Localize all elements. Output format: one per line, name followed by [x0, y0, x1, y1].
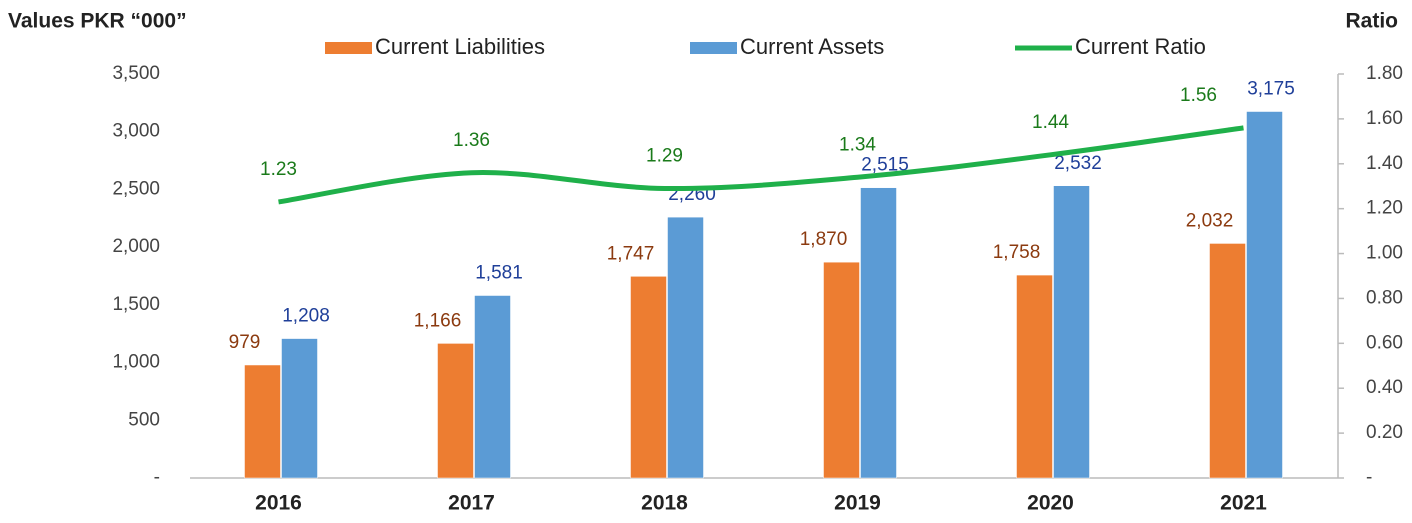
x-tick-label: 2016 [255, 492, 302, 515]
legend-swatch [690, 42, 737, 54]
line-value-label: 1.29 [646, 145, 683, 166]
bar [667, 216, 704, 479]
y2-tick-label: - [1366, 467, 1372, 488]
bar-value-label: 1,166 [414, 310, 462, 331]
line-value-label: 1.56 [1180, 85, 1217, 106]
bar [437, 343, 474, 479]
y2-tick-label: 0.80 [1366, 287, 1403, 308]
x-tick-label: 2020 [1027, 492, 1074, 515]
y-tick-label: 1,500 [112, 294, 160, 315]
bar-value-label: 2,532 [1054, 153, 1102, 174]
bar [1053, 185, 1090, 479]
bar [281, 338, 318, 479]
bar [860, 187, 897, 479]
x-tick-label: 2017 [448, 492, 495, 515]
y-tick-label: - [154, 467, 160, 488]
bar-value-label: 1,208 [282, 306, 330, 327]
legend-label: Current Assets [740, 34, 884, 59]
y2-tick-label: 1.20 [1366, 198, 1403, 219]
y2-tick-label: 0.40 [1366, 377, 1403, 398]
x-tick-label: 2021 [1220, 492, 1267, 515]
line-value-label: 1.34 [839, 134, 876, 155]
bar-value-label: 979 [229, 332, 261, 353]
y2-axis-title: Ratio [1346, 10, 1399, 33]
legend-label: Current Liabilities [375, 34, 545, 59]
y2-tick-label: 1.00 [1366, 243, 1403, 264]
y-tick-label: 3,000 [112, 121, 160, 142]
y2-tick-label: 1.80 [1366, 63, 1403, 84]
bar [1246, 111, 1283, 479]
legend-label: Current Ratio [1075, 34, 1206, 59]
bar-value-label: 1,758 [993, 242, 1041, 263]
bar [244, 364, 281, 479]
bar [823, 261, 860, 479]
y-tick-label: 2,500 [112, 178, 160, 199]
line-value-label: 1.44 [1032, 112, 1069, 133]
y-tick-label: 500 [128, 409, 160, 430]
bar-value-label: 2,515 [861, 155, 909, 176]
y-axis-title: Values PKR “000” [8, 10, 187, 33]
bar [630, 276, 667, 479]
ratio-line [278, 125, 1244, 205]
bar [1016, 274, 1053, 479]
bar-value-label: 1,747 [607, 243, 655, 264]
y-tick-label: 3,500 [112, 63, 160, 84]
y-tick-label: 2,000 [112, 236, 160, 257]
x-tick-label: 2018 [641, 492, 688, 515]
bar-value-label: 1,870 [800, 229, 848, 250]
line-value-label: 1.23 [260, 159, 297, 180]
legend-swatch [325, 42, 372, 54]
y-tick-label: 1,000 [112, 352, 160, 373]
y2-tick-label: 0.20 [1366, 422, 1403, 443]
bar-value-label: 3,175 [1247, 79, 1295, 100]
y2-tick-label: 0.60 [1366, 332, 1403, 353]
bar [474, 295, 511, 479]
x-tick-label: 2019 [834, 492, 881, 515]
y2-tick-label: 1.60 [1366, 108, 1403, 129]
y2-tick-label: 1.40 [1366, 153, 1403, 174]
line-value-label: 1.36 [453, 130, 490, 151]
bar [1209, 243, 1246, 479]
bar-value-label: 1,581 [475, 263, 523, 284]
bar-value-label: 2,032 [1186, 210, 1234, 231]
